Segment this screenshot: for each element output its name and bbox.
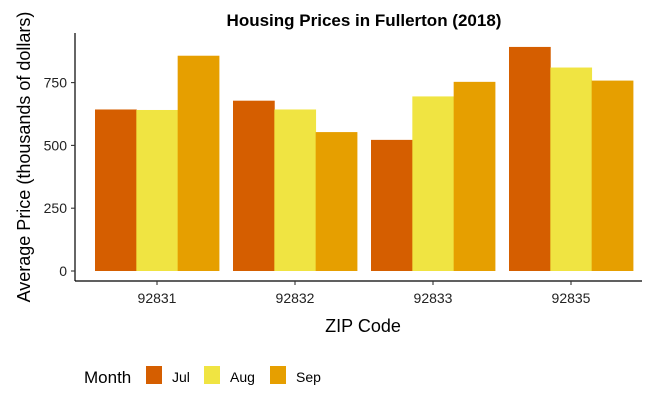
bar-92831-aug: [136, 109, 179, 271]
x-axis-title: ZIP Code: [325, 316, 401, 336]
bar-92832-jul: [233, 100, 275, 271]
bar-92833-jul: [371, 139, 413, 271]
y-tick-label: 0: [59, 263, 67, 279]
legend-swatch-sep: [270, 366, 286, 384]
plot-area: 0 250 500 750 92831 92832 92833 92835: [44, 33, 642, 306]
legend-items: Jul Aug Sep: [146, 366, 321, 385]
bar-92831-sep: [177, 55, 220, 271]
bar-92833-aug: [412, 96, 455, 271]
legend-swatch-jul: [146, 366, 162, 384]
x-tick-label: 92831: [138, 290, 177, 306]
legend: Month Jul Aug Sep: [84, 366, 321, 387]
y-axis: 0 250 500 750: [44, 75, 75, 279]
bar-92835-sep: [591, 80, 634, 272]
legend-swatch-aug: [204, 366, 220, 384]
y-tick-label: 250: [44, 200, 68, 216]
bar-92835-aug: [550, 67, 593, 271]
x-tick-label: 92833: [414, 290, 453, 306]
y-axis-title: Average Price (thousands of dollars): [14, 12, 34, 303]
y-tick-label: 750: [44, 75, 68, 91]
x-axis: 92831 92832 92833 92835: [138, 281, 591, 306]
bar-92832-sep: [315, 132, 358, 271]
legend-label-jul: Jul: [172, 369, 190, 385]
x-tick-label: 92835: [552, 290, 591, 306]
legend-label-sep: Sep: [296, 369, 321, 385]
legend-label-aug: Aug: [230, 369, 255, 385]
bar-92835-jul: [509, 46, 551, 272]
chart-title: Housing Prices in Fullerton (2018): [227, 11, 502, 30]
bar-92831-jul: [95, 109, 137, 272]
y-tick-label: 500: [44, 137, 68, 153]
x-tick-label: 92832: [276, 290, 315, 306]
legend-title: Month: [84, 368, 131, 387]
bar-92832-aug: [274, 109, 317, 272]
bars: [95, 46, 634, 272]
bar-92833-sep: [453, 81, 496, 271]
